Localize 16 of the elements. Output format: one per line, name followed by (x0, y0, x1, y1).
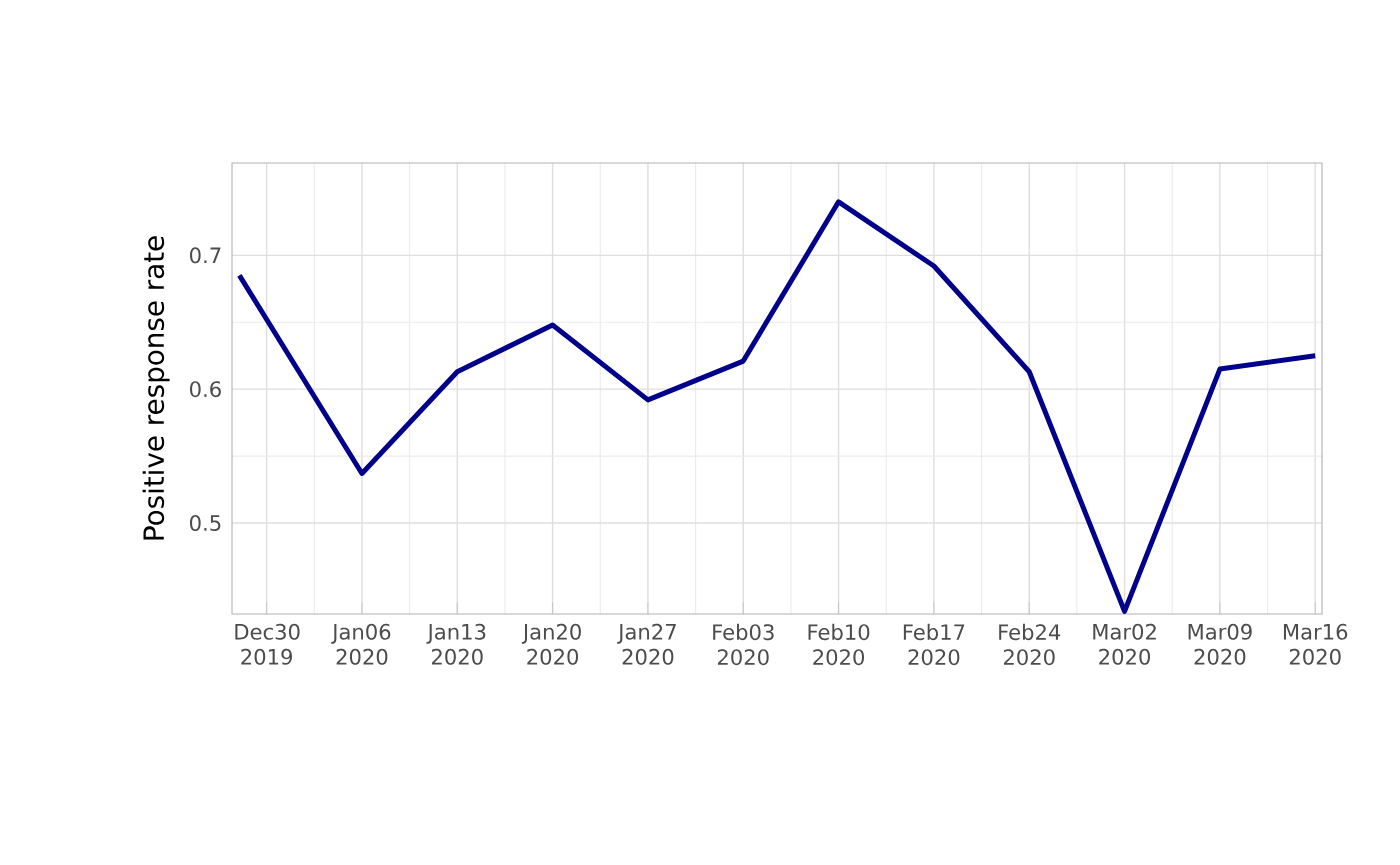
x-tick-label: Mar02 2020 (1093, 623, 1156, 665)
x-tick-label: Feb10 2020 (808, 623, 870, 666)
x-tick-label: Feb17 2020 (903, 623, 965, 666)
x-tick-label: Feb03 2020 (713, 623, 774, 666)
x-tick-label: Dec30 2019 (235, 623, 300, 665)
y-axis-title: Positive response rate (142, 236, 170, 540)
x-tick-label: Jan06 2020 (331, 623, 391, 665)
x-tick-label: Jan20 2020 (521, 623, 581, 665)
x-tick-label: Jan13 2020 (426, 623, 486, 665)
y-tick-label: 0.5 (190, 515, 221, 531)
x-tick-label: Mar09 2020 (1188, 623, 1252, 665)
x-tick-label: Jan27 2020 (617, 623, 676, 665)
x-tick-label: Feb24 2020 (999, 623, 1061, 666)
y-tick-label: 0.7 (190, 247, 221, 264)
x-tick-label: Mar16 2020 (1283, 623, 1348, 665)
y-tick-label: 0.6 (190, 381, 221, 398)
